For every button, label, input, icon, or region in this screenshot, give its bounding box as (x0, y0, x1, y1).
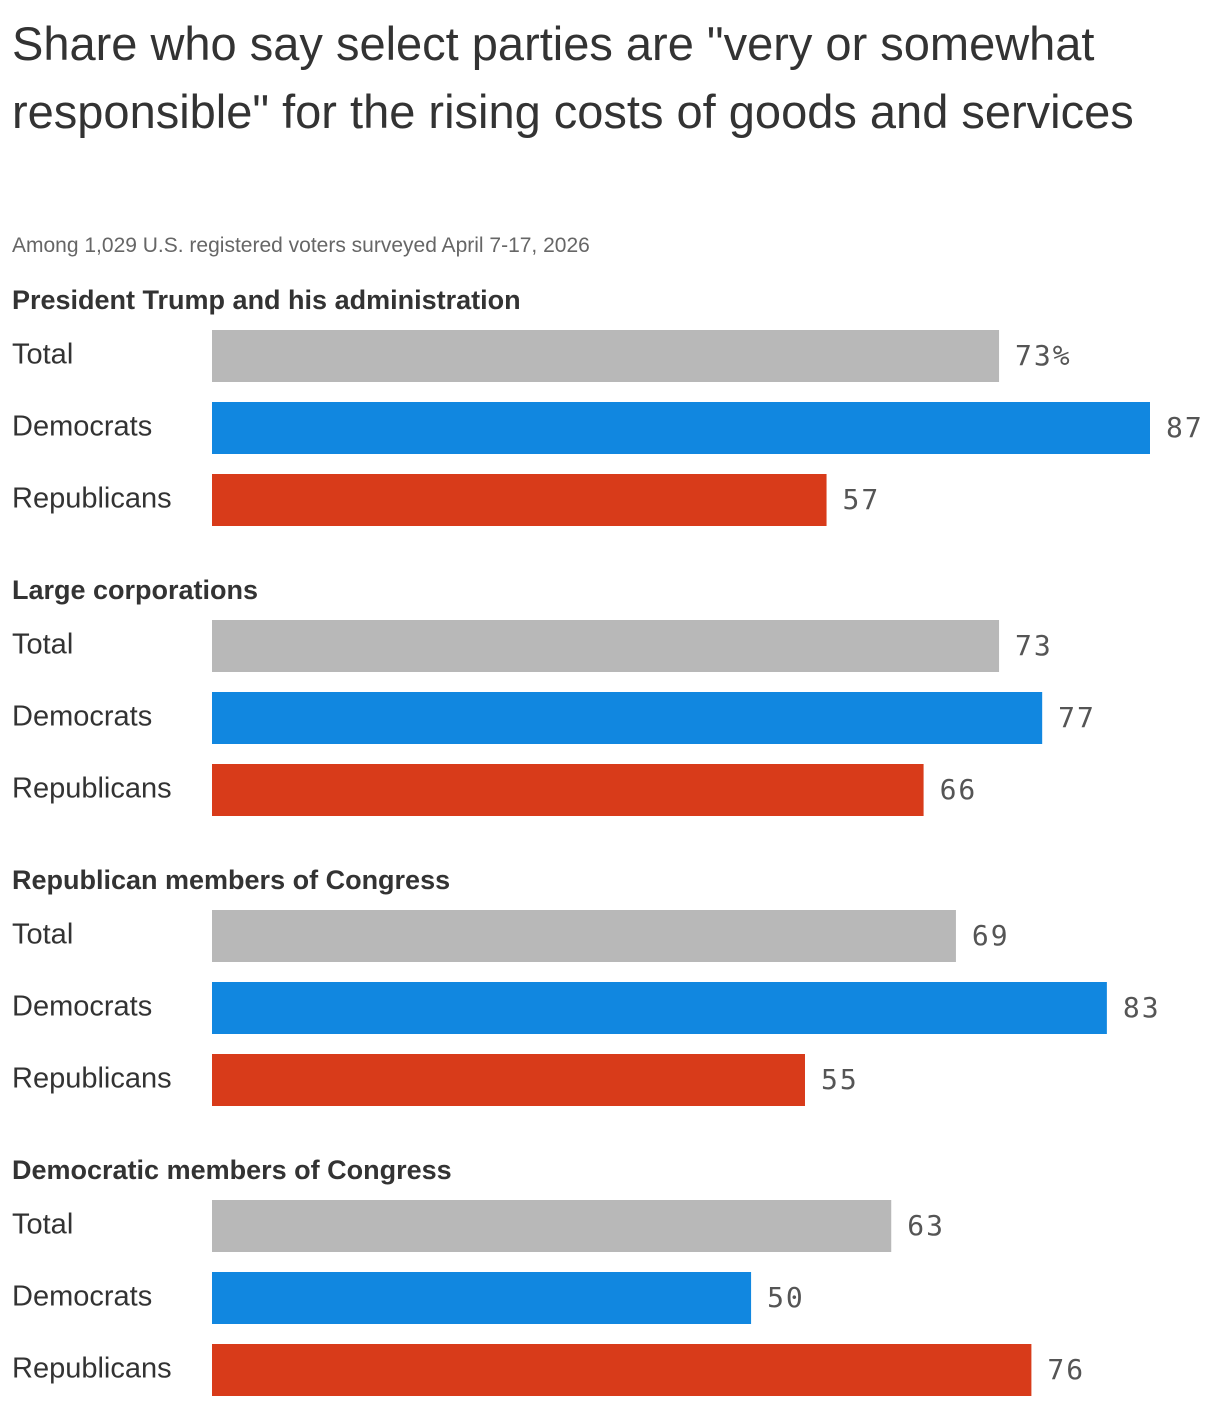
bar (212, 1344, 1032, 1396)
bar (212, 474, 827, 526)
value-label: 63 (907, 1209, 945, 1242)
chart-subtitle: Among 1,029 U.S. registered voters surve… (12, 234, 590, 257)
group-title: Democratic members of Congress (12, 1155, 452, 1185)
category-label: Democrats (12, 991, 152, 1023)
bar (212, 402, 1150, 454)
category-label: Total (12, 1209, 73, 1241)
chart-title: Share who say select parties are "very o… (12, 17, 1134, 138)
value-label: 50 (767, 1281, 805, 1314)
category-label: Total (12, 919, 73, 951)
value-label: 55 (821, 1063, 859, 1096)
value-label: 73% (1015, 339, 1072, 372)
category-label: Republicans (12, 1063, 172, 1095)
bar (212, 1054, 805, 1106)
value-label: 69 (972, 919, 1010, 952)
value-label: 76 (1047, 1353, 1085, 1386)
bar (212, 982, 1107, 1034)
value-label: 66 (940, 773, 978, 806)
category-label: Republicans (12, 1353, 172, 1385)
group-title: Large corporations (12, 575, 258, 605)
value-label: 77 (1058, 701, 1096, 734)
category-label: Total (12, 629, 73, 661)
group-title: Republican members of Congress (12, 865, 450, 895)
bar (212, 910, 956, 962)
bar (212, 1272, 752, 1324)
bar (212, 1200, 892, 1252)
value-label: 83 (1123, 991, 1161, 1024)
value-label: 87 (1166, 411, 1204, 444)
bar (212, 692, 1043, 744)
category-label: Total (12, 339, 73, 371)
category-label: Democrats (12, 701, 152, 733)
bar (212, 620, 1000, 672)
category-label: Republicans (12, 483, 172, 515)
category-label: Republicans (12, 773, 172, 805)
bar (212, 764, 924, 816)
value-label: 57 (843, 483, 881, 516)
category-label: Democrats (12, 411, 152, 443)
category-label: Democrats (12, 1281, 152, 1313)
bar (212, 330, 1000, 382)
value-label: 73 (1015, 629, 1053, 662)
group-title: President Trump and his administration (12, 285, 521, 315)
